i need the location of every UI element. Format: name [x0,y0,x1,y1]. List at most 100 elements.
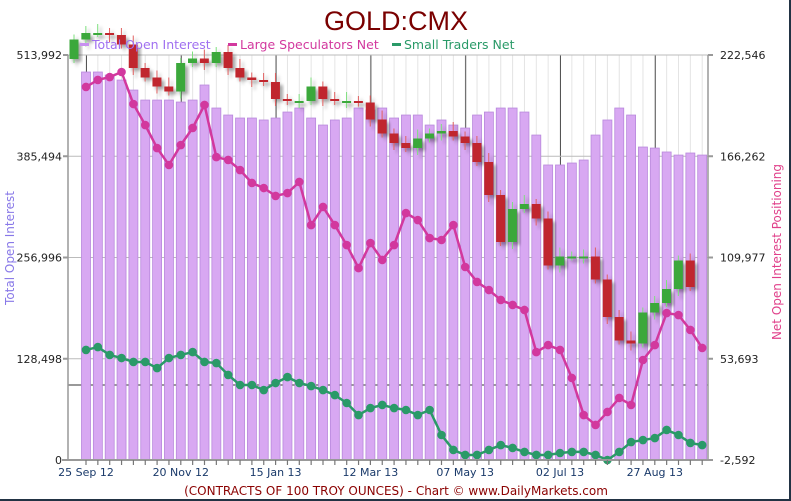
price-candle [662,280,671,307]
price-candle [685,253,695,291]
candle-body [365,102,375,120]
large-speculators-point [152,143,162,153]
small-traders-point [330,390,340,400]
price-candle [650,296,660,320]
large-speculators-point [567,373,577,383]
open-interest-bar [104,74,115,461]
large-speculators-point [650,340,660,350]
small-traders-point [626,437,636,447]
large-speculators-point [259,183,269,193]
large-speculators-point [674,310,683,320]
open-interest-bar [519,111,530,461]
candle-body [614,317,624,341]
large-speculators-point [223,155,233,165]
large-speculators-point [188,123,197,133]
large-speculators-point [472,277,482,287]
candle-body [507,209,517,242]
price-candle [365,95,375,127]
large-speculators-point [377,255,387,265]
price-candle [448,122,458,141]
small-traders-point [306,381,316,391]
open-interest-bar [638,146,648,461]
large-speculators-point [579,410,588,420]
price-candle [140,63,150,82]
candle-body [81,33,91,40]
small-traders-point [105,350,114,360]
small-traders-point [259,385,269,395]
large-speculators-point [318,202,328,212]
large-speculators-point [140,120,150,130]
open-interest-bar [282,111,293,461]
price-candle [638,307,648,348]
small-traders-point [425,405,434,415]
chart-title: GOLD:CMX [324,6,468,36]
candle-body [389,133,399,143]
candle-body [140,68,150,78]
small-traders-point [223,370,233,380]
legend-swatch-large-specs [228,43,237,46]
candle-body [460,136,470,143]
small-traders-point [342,398,352,408]
x-tick-label: 07 May 13 [436,466,494,479]
small-traders-point [472,450,482,460]
price-candle [318,81,328,106]
candle-body [93,33,103,35]
open-interest-bar [495,107,506,461]
small-traders-point [271,378,280,388]
price-candle [389,128,399,150]
price-candle [93,24,103,37]
candle-body [472,143,482,162]
small-traders-point [117,353,126,363]
small-traders-point [354,410,363,420]
open-interest-bar [270,117,281,461]
large-speculators-point [176,140,186,150]
large-speculators-point [543,340,553,350]
large-speculators-point [532,347,541,357]
x-tick-label: 15 Jan 13 [250,466,302,479]
price-candle [128,35,138,75]
y-tick-label: 256,996 [17,252,63,265]
small-traders-point [366,403,375,413]
legend-open-interest: Total Open Interest [91,37,211,52]
small-traders-point [401,405,411,415]
candle-body [270,82,280,99]
price-candle [579,249,589,264]
price-candle [306,77,316,105]
candle-body [164,86,174,92]
open-interest-bar [543,164,554,461]
candle-body [152,77,162,87]
open-interest-bar [436,119,447,461]
small-traders-point [81,345,91,355]
x-tick-label: 25 Sep 12 [58,466,114,479]
candle-body [496,195,506,242]
open-interest-bar [164,99,174,461]
candle-body [188,58,197,63]
open-interest-bar [353,107,364,461]
legend: Total Open Interest Large Speculators Ne… [80,37,515,52]
candle-body [626,340,636,344]
open-interest-bar [460,127,471,461]
large-speculators-point [508,300,517,310]
candle-body [330,99,340,101]
candle-body [401,143,411,148]
small-traders-point [532,450,541,460]
small-traders-point [697,440,707,450]
large-speculators-point [484,285,494,295]
small-traders-point [591,450,600,460]
price-candle [507,202,517,249]
candle-body [353,101,363,103]
candle-body [199,58,209,63]
open-interest-bar [92,71,103,461]
price-candle [105,28,115,42]
small-traders-point [579,447,588,457]
legend-swatch-small-traders [392,43,401,46]
price-candles [69,24,695,351]
price-candle [567,251,577,261]
y2-axis-label: Net Open Interest Positioning [770,164,784,340]
price-candle [116,28,126,49]
y2-tick-label: -2,592 [720,454,755,467]
price-candle [484,153,494,202]
candle-body [555,256,565,266]
